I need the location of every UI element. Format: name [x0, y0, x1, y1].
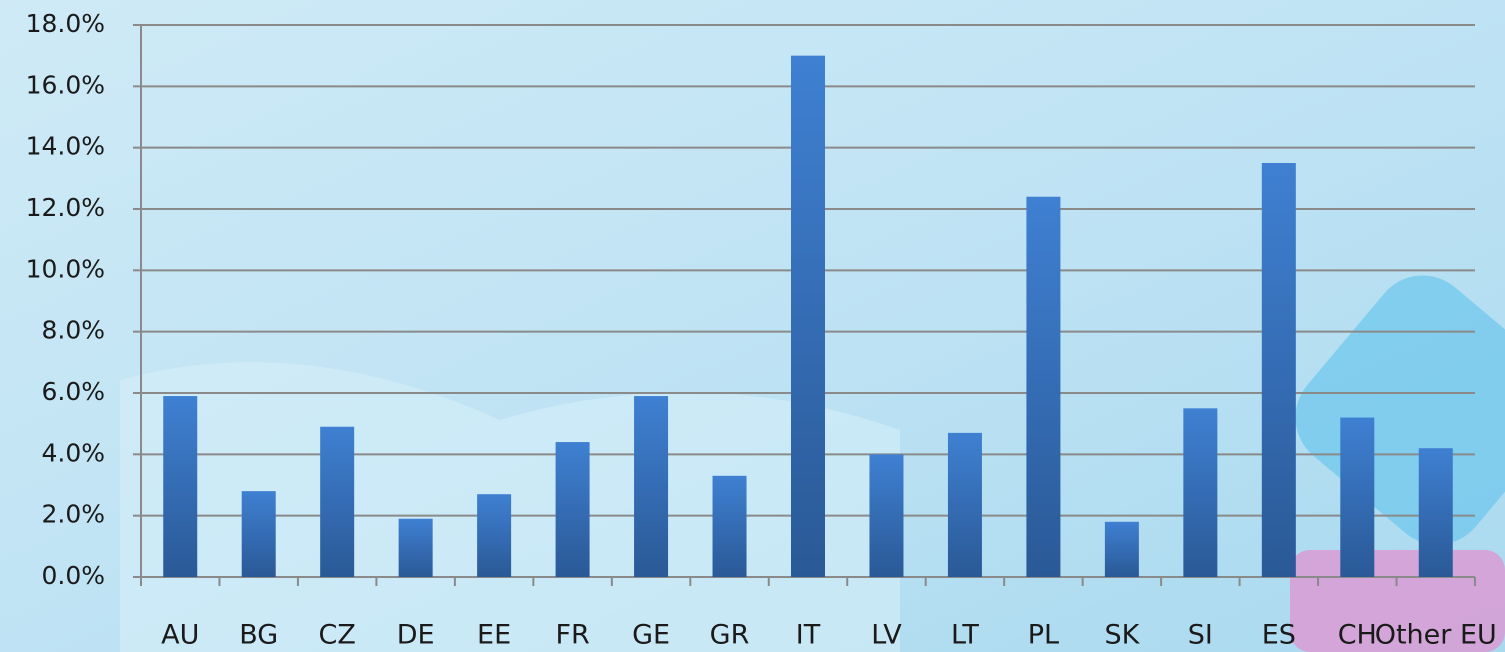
bar — [241, 491, 276, 577]
y-tick-label: 4.0% — [41, 438, 105, 467]
y-tick-label: 10.0% — [26, 254, 105, 283]
bar — [634, 396, 669, 577]
x-tick-label: DE — [397, 620, 435, 651]
x-tick-label: AU — [161, 620, 199, 651]
bar — [320, 426, 355, 577]
y-tick-label: 12.0% — [26, 193, 105, 222]
x-tick-label: SI — [1188, 620, 1213, 651]
bar — [1026, 196, 1061, 577]
x-tick-label: LV — [871, 620, 902, 651]
y-tick-label: 16.0% — [26, 70, 105, 99]
x-tick-label: CH — [1338, 620, 1377, 651]
x-tick-label: LT — [951, 620, 979, 651]
x-tick-label: IT — [796, 620, 821, 651]
y-tick-label: 14.0% — [26, 132, 105, 161]
bar — [869, 454, 904, 577]
x-tick-label: BG — [239, 620, 278, 651]
x-tick-label: CZ — [318, 620, 355, 651]
x-tick-label: PL — [1028, 620, 1059, 651]
y-tick-label: 6.0% — [41, 377, 105, 406]
x-tick-label: GE — [632, 620, 670, 651]
bar — [791, 55, 825, 577]
y-tick-label: 2.0% — [41, 500, 105, 529]
y-tick-label: 0.0% — [41, 561, 105, 590]
bar — [1418, 448, 1453, 577]
bar — [398, 518, 433, 577]
bar — [1261, 163, 1296, 577]
x-tick-label: ES — [1262, 620, 1296, 651]
y-tick-label: 8.0% — [41, 316, 105, 345]
x-tick-label: EE — [477, 620, 511, 651]
bar — [947, 432, 982, 577]
y-tick-label: 18.0% — [26, 9, 105, 38]
x-tick-label: FR — [555, 620, 589, 651]
x-tick-label: SK — [1104, 620, 1140, 651]
bar — [1104, 521, 1139, 577]
bar — [712, 475, 747, 577]
x-tick-label: Other EU — [1375, 620, 1497, 651]
bar — [555, 442, 590, 577]
bar — [1183, 408, 1218, 577]
bar — [477, 494, 512, 577]
bar — [163, 396, 198, 577]
x-tick-label: GR — [710, 620, 750, 651]
bar — [1340, 417, 1375, 577]
